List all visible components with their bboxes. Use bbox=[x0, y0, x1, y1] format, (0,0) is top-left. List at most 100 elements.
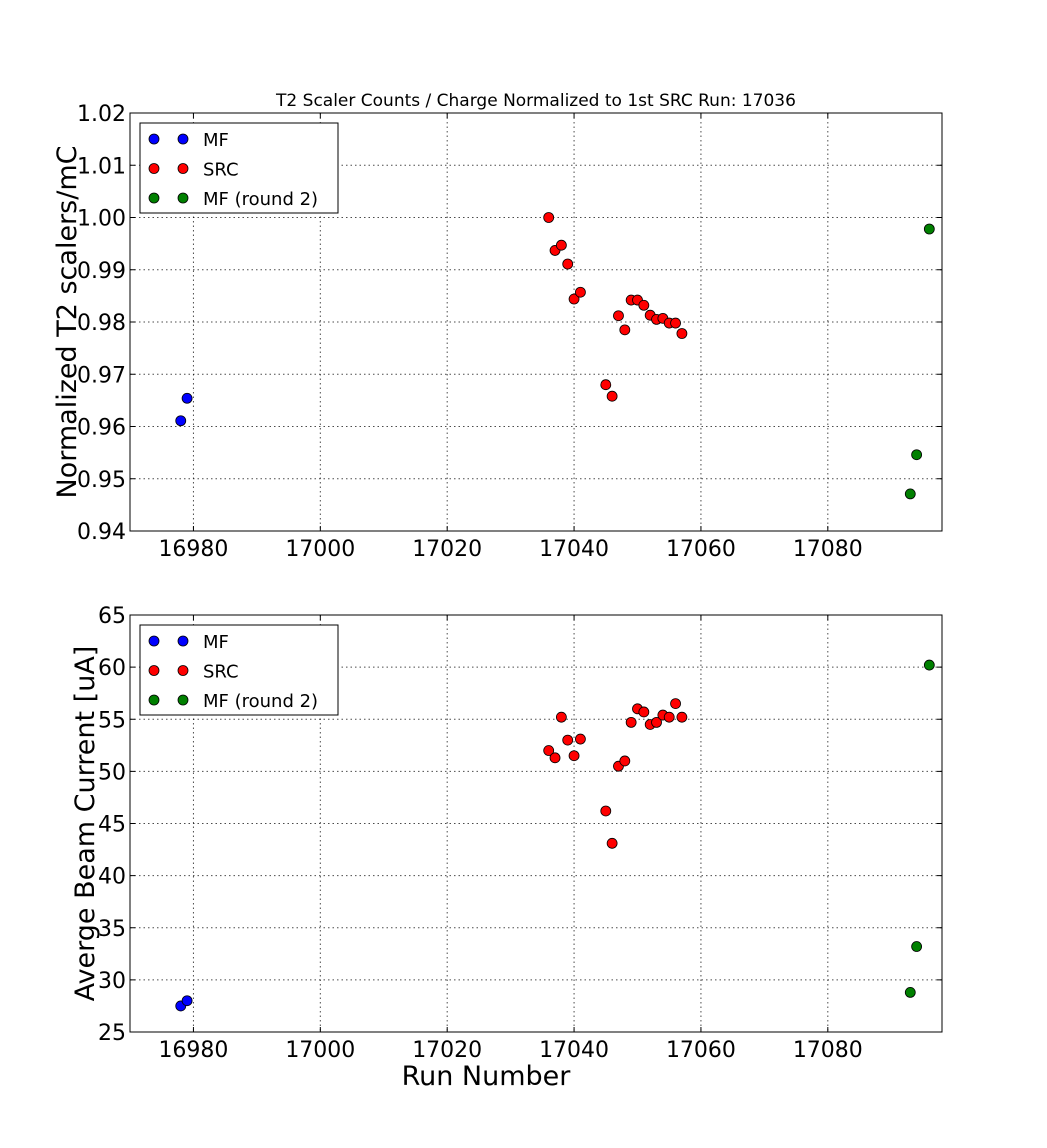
chart-2-point-src bbox=[606, 837, 618, 849]
chart-1-x-tick-label: 17000 bbox=[285, 537, 355, 562]
chart-1-legend-label-mf-round-2: MF (round 2) bbox=[203, 189, 318, 210]
chart-2-point-src bbox=[638, 706, 650, 718]
chart-2-legend-marker-src bbox=[177, 665, 189, 676]
chart-1-series-mf-round-2 bbox=[904, 223, 935, 500]
chart-2-point-mf-round-2 bbox=[904, 986, 916, 998]
chart-1-y-tick-label: 0.94 bbox=[77, 520, 126, 545]
chart-1-point-src bbox=[568, 293, 580, 305]
chart-2-x-tick-label: 17020 bbox=[412, 1038, 482, 1063]
chart-1-point-mf-round-2 bbox=[904, 488, 916, 500]
chart-2-y-tick-label: 50 bbox=[98, 760, 126, 785]
chart-2-legend-marker-mf-round-2 bbox=[177, 694, 189, 706]
chart-2-series-mf bbox=[175, 995, 193, 1012]
chart-2-point-src bbox=[575, 733, 586, 745]
chart-2-point-src bbox=[600, 805, 612, 817]
chart-2-point-src bbox=[619, 755, 631, 767]
chart-2-series-mf-round-2 bbox=[904, 659, 935, 998]
chart-1-point-src bbox=[670, 317, 681, 329]
chart-2-y-axis-label: Averge Beam Current [uA] bbox=[70, 646, 101, 1002]
chart-1-legend-marker-src bbox=[148, 163, 160, 174]
chart-2-y-tick-label: 40 bbox=[98, 865, 126, 890]
chart-2-x-tick-label: 17060 bbox=[666, 1038, 736, 1063]
chart-2-x-tick-label: 17040 bbox=[539, 1038, 609, 1063]
chart-2-x-tick-label: 16980 bbox=[158, 1038, 228, 1063]
chart-2-legend-marker-mf bbox=[177, 635, 189, 647]
chart-2-x-axis-label: Run Number bbox=[402, 1061, 572, 1092]
chart-1-point-mf bbox=[181, 392, 193, 404]
chart-1-point-src bbox=[676, 328, 688, 339]
chart-1-point-src bbox=[638, 299, 650, 311]
chart-2-y-tick-label: 60 bbox=[98, 656, 126, 681]
chart-2-point-src bbox=[549, 752, 561, 764]
chart-1-series-mf bbox=[175, 392, 193, 427]
chart-2-point-src bbox=[651, 716, 662, 728]
chart-1-legend-marker-mf-round-2 bbox=[148, 192, 160, 204]
chart-1-point-src bbox=[619, 324, 631, 336]
chart-1-legend-label-mf: MF bbox=[203, 130, 229, 151]
chart-1-y-tick-label: 0.99 bbox=[77, 259, 126, 284]
chart-2-y-tick-label: 30 bbox=[98, 969, 126, 994]
top-chart-panel: 16980 17000 17020 17040 17060 17080 0.94 0.95 0.… bbox=[52, 91, 943, 562]
chart-1-legend-box bbox=[139, 122, 339, 214]
chart-2-y-tick-label: 65 bbox=[98, 604, 126, 629]
chart-2-point-src bbox=[555, 711, 567, 723]
chart-2-y-tick-label: 35 bbox=[98, 917, 126, 942]
chart-2-point-src bbox=[676, 711, 688, 723]
chart-1-legend-label-src: SRC bbox=[203, 160, 239, 181]
chart-2-point-src bbox=[562, 734, 574, 746]
chart-1-point-mf bbox=[175, 415, 187, 427]
chart-2-point-src bbox=[568, 750, 580, 762]
chart-1-x-tick-label: 17020 bbox=[412, 537, 482, 562]
chart-2-y-tick-label: 45 bbox=[98, 813, 126, 838]
chart-2-point-src bbox=[670, 698, 681, 710]
chart-1-y-tick-label: 0.96 bbox=[77, 416, 126, 441]
chart-1-x-tick-label: 17060 bbox=[666, 537, 736, 562]
chart-2-legend-label-mf: MF bbox=[203, 632, 229, 653]
chart-2-point-mf-round-2 bbox=[923, 659, 935, 671]
chart-1-y-tick-label: 1.00 bbox=[77, 207, 126, 232]
chart-2-legend-marker-mf bbox=[148, 635, 160, 647]
chart-2-x-tick-label: 17080 bbox=[793, 1038, 863, 1063]
chart-1-y-tick-label: 0.95 bbox=[77, 468, 126, 493]
bottom-chart-panel: 16980 17000 17020 17040 17060 17080 25 30 35 40 45… bbox=[70, 604, 943, 1092]
chart-1-x-tick-label: 16980 bbox=[158, 537, 228, 562]
chart-2-series-src bbox=[543, 698, 688, 849]
chart-2-legend-box bbox=[139, 624, 339, 716]
chart-1-y-axis-label: Normalized T2 scalers/mC bbox=[52, 146, 83, 499]
chart-1-y-tick-label: 0.98 bbox=[77, 311, 126, 336]
chart-2-legend-marker-src bbox=[148, 665, 160, 676]
chart-2-point-src bbox=[663, 711, 675, 723]
chart-2-legend: MF SRC MF (round 2) bbox=[139, 624, 339, 716]
chart-1-legend-marker-mf-round-2 bbox=[177, 192, 189, 204]
chart-1-point-src bbox=[555, 239, 567, 251]
chart-1-point-src bbox=[543, 212, 555, 223]
chart-1-legend-marker-src bbox=[177, 163, 189, 174]
chart-2-legend-label-src: SRC bbox=[203, 662, 239, 683]
chart-1-point-src bbox=[613, 310, 624, 322]
chart-1-y-tick-label: 1.01 bbox=[77, 154, 126, 179]
chart-2-legend-marker-mf-round-2 bbox=[148, 694, 160, 706]
chart-1-title: T2 Scaler Counts / Charge Normalized to … bbox=[275, 91, 796, 111]
chart-2-point-mf-round-2 bbox=[911, 941, 923, 952]
chart-1-y-tick-label: 1.02 bbox=[77, 102, 126, 127]
chart-2-point-src bbox=[543, 745, 555, 756]
chart-1-point-src bbox=[575, 286, 586, 298]
chart-2-legend-label-mf-round-2: MF (round 2) bbox=[203, 691, 318, 712]
chart-2-point-mf bbox=[181, 995, 193, 1007]
chart-1-legend: MF SRC MF (round 2) bbox=[139, 122, 339, 214]
chart-2-point-src bbox=[625, 716, 637, 728]
chart-1-legend-marker-mf bbox=[148, 133, 160, 145]
chart-2-y-tick-label: 55 bbox=[98, 708, 126, 733]
chart-1-x-tick-label: 17040 bbox=[539, 537, 609, 562]
chart-2-x-tick-label: 17000 bbox=[285, 1038, 355, 1063]
chart-1-point-mf-round-2 bbox=[923, 223, 935, 235]
chart-1-point-src bbox=[600, 379, 612, 391]
chart-1-legend-marker-mf bbox=[177, 133, 189, 145]
chart-1-y-tick-label: 0.97 bbox=[77, 363, 126, 388]
chart-1-point-mf-round-2 bbox=[911, 449, 923, 461]
chart-2-y-tick-label: 25 bbox=[98, 1021, 126, 1046]
chart-1-x-tick-label: 17080 bbox=[793, 537, 863, 562]
chart-1-point-src bbox=[562, 258, 574, 270]
chart-1-point-src bbox=[606, 390, 618, 402]
